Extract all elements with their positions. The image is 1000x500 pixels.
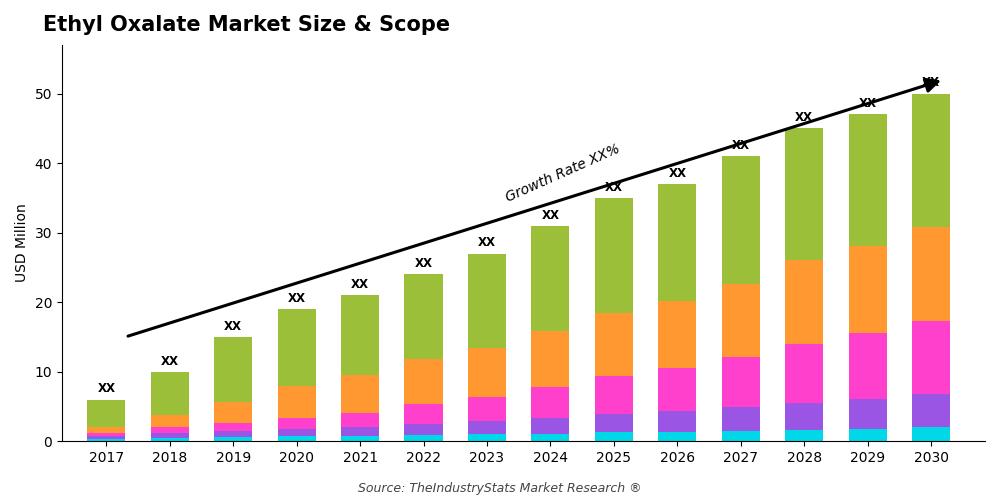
Bar — [658, 410, 696, 432]
Bar — [468, 421, 506, 434]
Bar — [151, 372, 189, 415]
Bar — [658, 432, 696, 442]
Bar — [341, 436, 379, 442]
Bar — [849, 333, 887, 399]
Text: XX: XX — [161, 354, 179, 368]
Text: XX: XX — [795, 111, 813, 124]
Bar — [595, 432, 633, 442]
Bar — [468, 434, 506, 442]
Text: Growth Rate XX%: Growth Rate XX% — [504, 142, 622, 205]
Bar — [785, 260, 823, 344]
Bar — [785, 128, 823, 260]
Bar — [278, 309, 316, 386]
Text: XX: XX — [732, 139, 750, 152]
Bar — [722, 284, 760, 357]
Bar — [278, 436, 316, 442]
Bar — [151, 433, 189, 438]
Text: Ethyl Oxalate Market Size & Scope: Ethyl Oxalate Market Size & Scope — [43, 15, 451, 35]
Bar — [404, 404, 443, 424]
Bar — [214, 431, 252, 437]
Bar — [595, 198, 633, 314]
Bar — [912, 94, 950, 227]
Bar — [341, 413, 379, 426]
Text: Source: TheIndustryStats Market Research ®: Source: TheIndustryStats Market Research… — [358, 482, 642, 495]
Bar — [658, 184, 696, 302]
Bar — [278, 429, 316, 436]
Text: XX: XX — [668, 167, 686, 180]
Bar — [595, 414, 633, 432]
Bar — [849, 399, 887, 429]
Bar — [214, 437, 252, 442]
Bar — [87, 426, 125, 433]
Bar — [785, 403, 823, 430]
Bar — [531, 434, 569, 442]
Bar — [912, 321, 950, 394]
Bar — [912, 227, 950, 321]
Text: XX: XX — [478, 236, 496, 250]
Bar — [849, 246, 887, 333]
Y-axis label: USD Million: USD Million — [15, 204, 29, 282]
Bar — [722, 407, 760, 431]
Bar — [214, 402, 252, 422]
Text: XX: XX — [922, 76, 940, 90]
Text: XX: XX — [541, 208, 559, 222]
Text: XX: XX — [859, 98, 877, 110]
Bar — [658, 302, 696, 368]
Bar — [531, 418, 569, 434]
Bar — [278, 418, 316, 429]
Bar — [722, 156, 760, 284]
Bar — [722, 431, 760, 442]
Bar — [404, 274, 443, 359]
Bar — [531, 387, 569, 418]
Bar — [468, 254, 506, 348]
Bar — [341, 426, 379, 436]
Bar — [531, 226, 569, 332]
Bar — [722, 357, 760, 407]
Bar — [151, 438, 189, 442]
Bar — [87, 439, 125, 442]
Bar — [785, 344, 823, 403]
Bar — [151, 415, 189, 426]
Bar — [341, 374, 379, 413]
Bar — [151, 426, 189, 433]
Bar — [849, 429, 887, 442]
Bar — [214, 422, 252, 431]
Bar — [468, 397, 506, 421]
Text: XX: XX — [97, 382, 115, 396]
Bar — [87, 433, 125, 436]
Bar — [404, 359, 443, 405]
Text: XX: XX — [351, 278, 369, 291]
Bar — [87, 400, 125, 426]
Text: XX: XX — [224, 320, 242, 333]
Bar — [341, 295, 379, 374]
Bar — [595, 376, 633, 414]
Bar — [404, 424, 443, 435]
Bar — [87, 436, 125, 439]
Bar — [278, 386, 316, 418]
Bar — [214, 337, 252, 402]
Bar — [404, 435, 443, 442]
Bar — [595, 314, 633, 376]
Bar — [785, 430, 823, 442]
Text: XX: XX — [605, 180, 623, 194]
Bar — [912, 428, 950, 442]
Text: XX: XX — [288, 292, 306, 305]
Bar — [531, 332, 569, 387]
Bar — [658, 368, 696, 410]
Bar — [912, 394, 950, 428]
Bar — [468, 348, 506, 397]
Text: XX: XX — [415, 257, 433, 270]
Bar — [849, 114, 887, 246]
